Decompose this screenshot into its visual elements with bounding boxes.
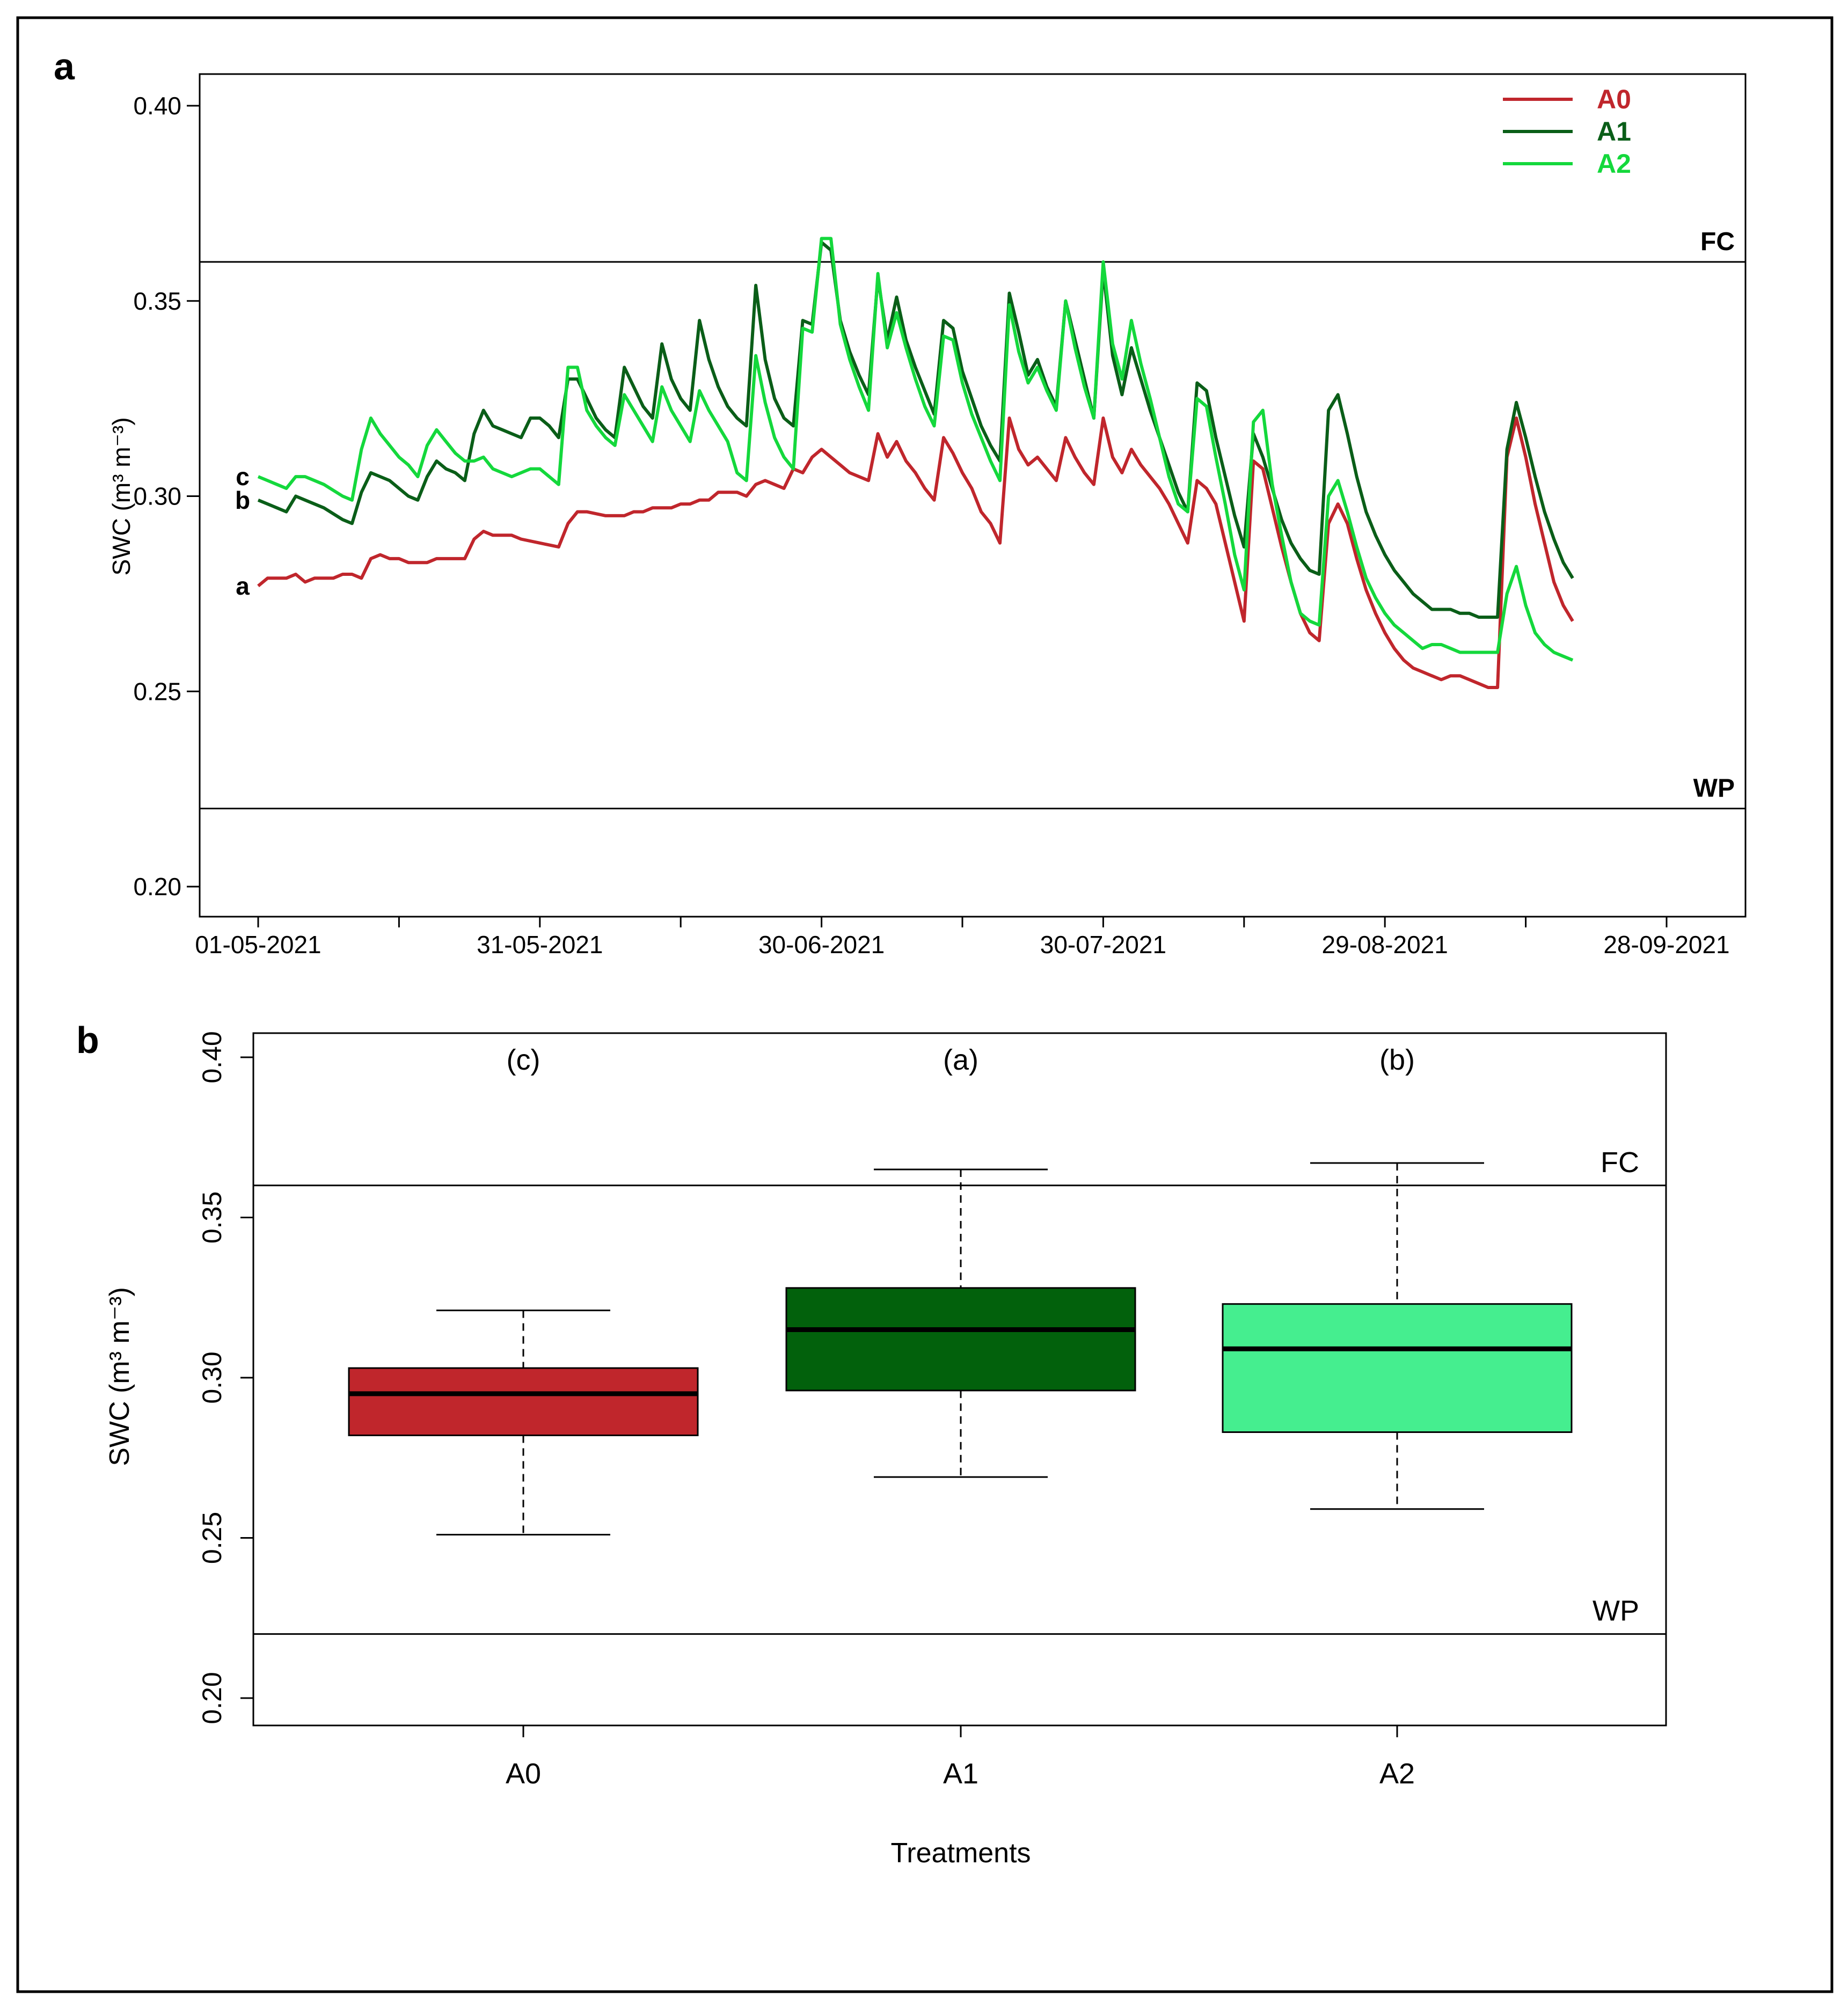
x-tick-label: 01-05-2021 bbox=[195, 931, 321, 959]
panel-a-series bbox=[257, 237, 1574, 689]
panel-b-box-plot: b SWC (m³ m⁻³) Treatments 0.200.250.300.… bbox=[76, 1019, 1667, 1869]
iqr-box bbox=[1222, 1303, 1573, 1433]
y-tick-label: 0.40 bbox=[133, 92, 181, 120]
figure-frame bbox=[16, 16, 1834, 1993]
reference-label-wp: WP bbox=[1693, 774, 1735, 803]
group-letter: (b) bbox=[1379, 1044, 1415, 1076]
reference-label-fc: FC bbox=[1700, 228, 1735, 256]
box-a2: (b) A2 bbox=[1222, 1044, 1573, 1790]
series-line-a1 bbox=[257, 240, 1574, 619]
panel-b-letter: b bbox=[76, 1019, 99, 1061]
x-tick-label: 30-07-2021 bbox=[1040, 931, 1166, 959]
y-tick-label: 0.20 bbox=[197, 1672, 227, 1724]
panel-a-x-ticks: 01-05-2021 31-05-2021 30-06-2021 30-07-2021… bbox=[195, 917, 1730, 959]
panel-a-letter: a bbox=[54, 46, 75, 87]
x-tick-label: 29-08-2021 bbox=[1322, 931, 1448, 959]
reference-label-fc: FC bbox=[1601, 1146, 1639, 1179]
y-tick-label: 0.30 bbox=[133, 482, 181, 510]
panel-b-y-ticks: 0.20 0.25 0.30 0.35 0.40 bbox=[197, 1031, 253, 1724]
iqr-box bbox=[785, 1287, 1136, 1392]
x-tick-label: A1 bbox=[943, 1758, 978, 1790]
series-letter-a2: c bbox=[236, 463, 250, 491]
x-tick-label: 31-05-2021 bbox=[477, 931, 603, 959]
series-line-a0 bbox=[257, 416, 1574, 689]
panel-b-boxes: (c) A0 (a) A1 (b) A2 bbox=[348, 1044, 1573, 1790]
y-tick-label: 0.35 bbox=[197, 1191, 227, 1244]
x-tick-label: A0 bbox=[506, 1758, 541, 1790]
panel-b-x-axis-label: Treatments bbox=[890, 1838, 1031, 1869]
legend-label-a1: A1 bbox=[1597, 116, 1631, 147]
y-tick-label: 0.25 bbox=[197, 1512, 227, 1564]
panel-b-y-axis-label: SWC (m³ m⁻³) bbox=[104, 1287, 135, 1466]
panel-b-reference-lines: FC WP bbox=[253, 1146, 1666, 1635]
y-tick-label: 0.40 bbox=[197, 1031, 227, 1083]
series-line-a2 bbox=[257, 237, 1574, 662]
group-letter: (a) bbox=[943, 1044, 978, 1076]
panel-a-reference-lines: FC WP bbox=[200, 228, 1745, 809]
panel-a-y-axis-label: SWC (m³ m⁻³) bbox=[107, 417, 135, 575]
x-tick-label: A2 bbox=[1379, 1758, 1415, 1790]
y-tick-label: 0.20 bbox=[133, 873, 181, 901]
x-tick-label: 28-09-2021 bbox=[1603, 931, 1729, 959]
box-a0: (c) A0 bbox=[348, 1044, 699, 1790]
panel-b-plot-frame bbox=[252, 1032, 1667, 1727]
legend-label-a2: A2 bbox=[1597, 149, 1631, 179]
reference-label-wp: WP bbox=[1593, 1595, 1639, 1627]
y-tick-label: 0.25 bbox=[133, 677, 181, 705]
y-tick-label: 0.35 bbox=[133, 287, 181, 315]
panel-a-significance-letters: a bc bbox=[235, 463, 250, 600]
group-letter: (c) bbox=[507, 1044, 540, 1076]
series-letter-a1: b bbox=[235, 486, 250, 514]
box-a1: (a) A1 bbox=[785, 1044, 1136, 1790]
panel-a-plot-frame bbox=[199, 73, 1747, 918]
panel-a-y-ticks: 0.20 0.25 0.30 0.35 0.40 bbox=[133, 92, 200, 901]
legend-label-a0: A0 bbox=[1597, 84, 1631, 114]
iqr-box bbox=[348, 1367, 699, 1436]
x-tick-label: 30-06-2021 bbox=[758, 931, 885, 959]
panel-a-line-chart: a SWC (m³ m⁻³) 0.20 0.25 0.30 0.35 0.40 01-0… bbox=[54, 46, 1747, 959]
series-letter-a0: a bbox=[236, 572, 250, 600]
y-tick-label: 0.30 bbox=[197, 1351, 227, 1403]
